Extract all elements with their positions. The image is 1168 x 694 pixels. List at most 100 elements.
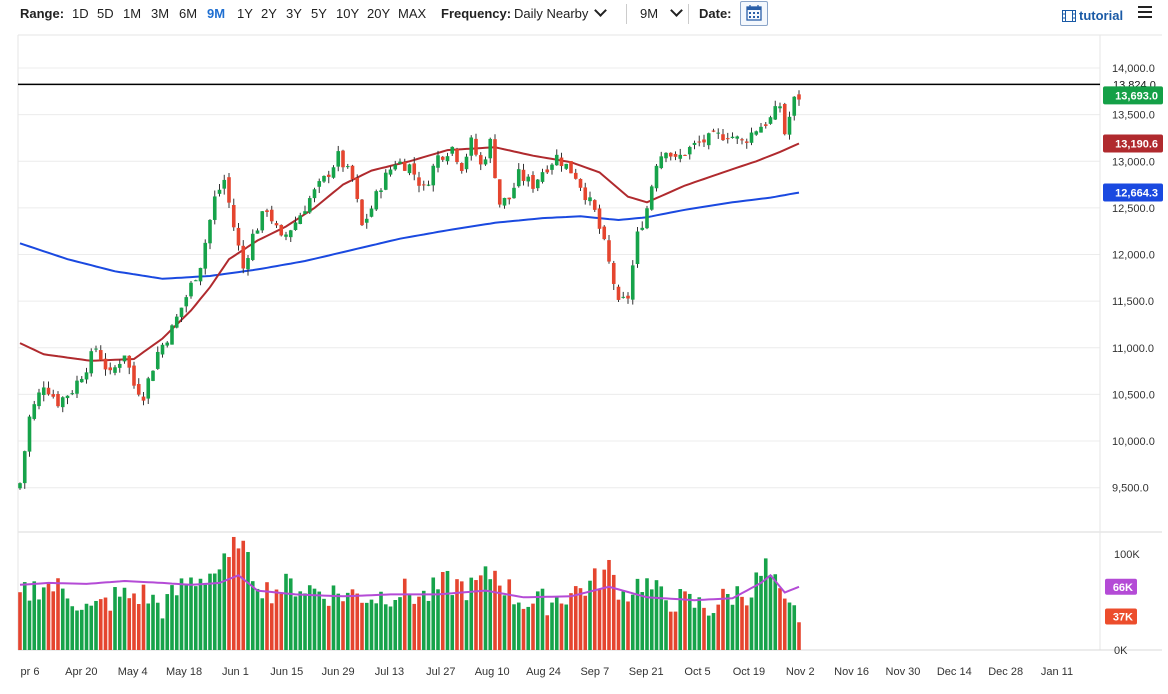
volume-average-line [19, 573, 800, 602]
y-tick-label: 11,500.0 [1112, 296, 1154, 308]
range-1m-button[interactable]: 1M [123, 6, 142, 21]
x-tick-label: Aug 24 [526, 666, 561, 678]
x-tick-label: May 18 [166, 666, 202, 678]
volume-bar [84, 603, 89, 650]
toolbar-divider [688, 4, 689, 24]
period-dropdown[interactable]: 9M [640, 4, 683, 22]
volume-bar [583, 595, 588, 650]
volume-tag-label: 37K [1113, 612, 1133, 624]
volume-bar [136, 604, 141, 650]
volume-bar [374, 603, 379, 650]
candle-body [388, 169, 393, 175]
range-10y-button[interactable]: 10Y [336, 6, 360, 21]
volume-bar [193, 586, 198, 650]
candle-body [407, 164, 412, 174]
chevron-down-icon [594, 4, 608, 17]
range-1y-button[interactable]: 1Y [237, 6, 253, 21]
volume-bar [754, 572, 759, 650]
y-tick-label: 14,000.0 [1112, 63, 1155, 75]
volume-bar [445, 570, 450, 650]
volume-bar [179, 578, 184, 650]
menu-icon[interactable] [1138, 6, 1152, 18]
candle-body [374, 191, 379, 210]
candle-body [683, 154, 687, 156]
candle-body [721, 134, 725, 141]
candle-body [217, 189, 222, 194]
volume-bar [369, 599, 374, 650]
candle-body [592, 200, 597, 210]
volume-bar [75, 610, 79, 650]
volume-bar [426, 600, 431, 650]
x-tick-label: Apr 20 [65, 666, 97, 678]
date-picker-button[interactable] [740, 1, 768, 26]
candle-body [293, 222, 298, 231]
candle-body [193, 280, 198, 282]
volume-bar [464, 600, 469, 650]
range-6m-button[interactable]: 6M [179, 6, 198, 21]
toolbar: Range: 1D 5D 1M 3M 6M 9M 1Y 2Y 3Y 5Y 10Y… [0, 0, 1168, 30]
volume-bar [255, 588, 260, 650]
frequency-dropdown[interactable]: Daily Nearby [514, 4, 608, 22]
price-chart[interactable]: 14,000.0 13,500.0 13,000.0 12,500.0 12,000.0… [0, 30, 1168, 694]
candle-body [497, 179, 502, 205]
candle-body [274, 223, 279, 226]
volume-bar [341, 601, 345, 650]
candle-body [744, 141, 749, 143]
candle-body [22, 451, 27, 484]
y-tick-label: 10,000.0 [1112, 436, 1155, 448]
range-max-button[interactable]: MAX [398, 6, 427, 21]
volume-bar [440, 572, 445, 650]
volume-bar [621, 591, 626, 650]
candle-body [326, 174, 331, 177]
volume-bar [250, 581, 255, 650]
volume-bar [117, 596, 122, 650]
candle-body [478, 155, 483, 165]
volume-bar [450, 595, 455, 650]
candle-body [32, 404, 37, 419]
candle-body [60, 397, 65, 408]
candle-body [763, 124, 768, 126]
volume-bar [497, 585, 502, 650]
volume-bar [127, 598, 132, 650]
volume-bar [526, 606, 531, 650]
range-5y-button[interactable]: 5Y [311, 6, 327, 21]
volume-bar [683, 591, 687, 650]
candle-body [626, 295, 630, 299]
volume-bar [113, 587, 117, 650]
chart-grid [17, 34, 1162, 651]
range-3y-button[interactable]: 3Y [286, 6, 302, 21]
candle-body [222, 179, 227, 189]
volume-bar [787, 602, 792, 650]
price-tag [1103, 86, 1163, 105]
tutorial-link[interactable]: tutorial [1062, 8, 1123, 23]
volume-bar [459, 581, 464, 650]
date-axis: pr 6 Apr 20 May 4 May 18 Jun 1 Jun 15 Jun 29 Ju… [21, 666, 1074, 678]
volume-bar [303, 593, 307, 650]
volume-bar [208, 573, 212, 650]
candle-body [464, 156, 469, 170]
volume-bar [46, 582, 51, 650]
candle-body [730, 136, 735, 139]
range-20y-button[interactable]: 20Y [367, 6, 391, 21]
candle-body [122, 355, 127, 362]
range-2y-button[interactable]: 2Y [261, 6, 277, 21]
y-tick-label: 9,500.0 [1112, 483, 1149, 495]
range-3m-button[interactable]: 3M [151, 6, 170, 21]
candle-body [611, 262, 616, 284]
candle-body [668, 152, 673, 157]
candle-body [208, 219, 212, 244]
volume-bar [198, 578, 203, 650]
volume-bar [417, 596, 421, 650]
range-1d-button[interactable]: 1D [72, 6, 89, 21]
volume-bar [535, 591, 540, 650]
volume-bar [569, 593, 573, 650]
volume-bar [412, 603, 417, 650]
volume-bar [155, 602, 160, 650]
range-9m-button[interactable]: 9M [207, 6, 226, 21]
candle-body [417, 177, 421, 186]
range-5d-button[interactable]: 5D [97, 6, 114, 21]
volume-bar [146, 603, 151, 650]
volume-bars [18, 536, 801, 650]
volume-bar [98, 599, 103, 650]
volume-bar [554, 597, 559, 650]
